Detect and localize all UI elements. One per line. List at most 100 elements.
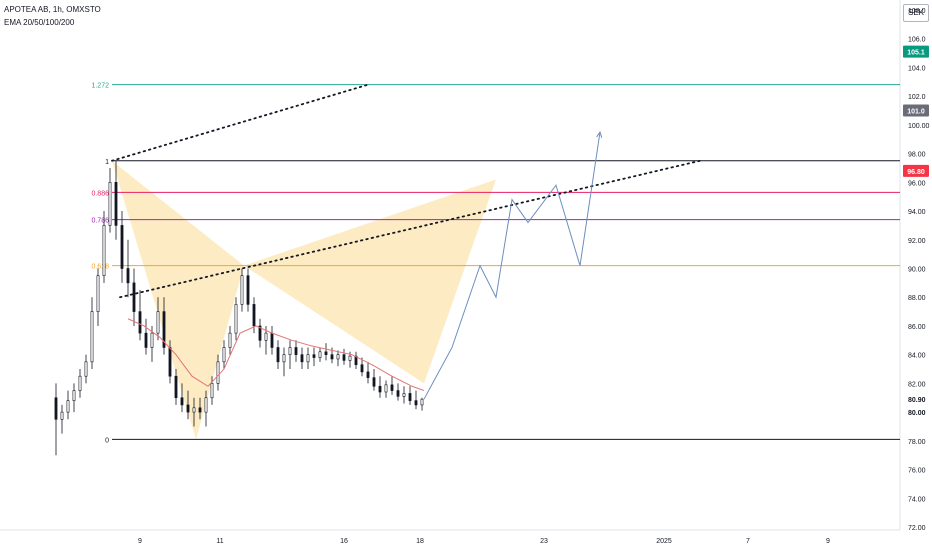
candle xyxy=(102,211,106,283)
fib-level-label: 1 xyxy=(105,159,109,166)
candle-body xyxy=(84,361,88,377)
candle-body xyxy=(300,354,304,363)
candle-body xyxy=(156,311,160,334)
candle-body xyxy=(396,390,400,397)
price-tick-label: 74.00 xyxy=(908,496,926,503)
time-tick-label: 2025 xyxy=(656,538,672,545)
dotted-trendline xyxy=(119,159,701,299)
candle-body xyxy=(330,354,334,360)
candle xyxy=(402,386,406,404)
candle xyxy=(300,347,304,370)
price-tick-label: 90.00 xyxy=(908,267,926,274)
currency-button[interactable]: SEK xyxy=(903,4,929,22)
fib-level-label: 1.272 xyxy=(91,83,109,90)
candle xyxy=(318,347,322,362)
price-tick-label: 94.00 xyxy=(908,209,926,216)
candle xyxy=(96,268,100,326)
candle-body xyxy=(180,397,184,406)
candle xyxy=(84,354,88,384)
candle-body xyxy=(366,371,370,378)
candle xyxy=(258,318,262,348)
candle xyxy=(342,348,346,365)
candle-body xyxy=(192,407,196,413)
candle xyxy=(162,297,166,355)
candle-body xyxy=(258,325,262,341)
candle-body xyxy=(96,275,100,312)
candle xyxy=(324,343,328,361)
candle-body xyxy=(402,393,406,397)
candle-body xyxy=(378,385,382,393)
candle-body xyxy=(120,225,124,269)
projection-arrowhead xyxy=(596,130,603,138)
time-tick-label: 7 xyxy=(746,538,750,545)
candle-body xyxy=(114,182,118,226)
symbol-title: APOTEA AB, 1h, OMXSTO xyxy=(4,5,101,14)
candle-body xyxy=(360,364,364,373)
price-tick-label: 100.00 xyxy=(908,123,930,130)
candle xyxy=(90,297,94,370)
price-tick-label: 108.0 xyxy=(908,8,926,15)
candle xyxy=(204,390,208,427)
indicator-legend: EMA 20/50/100/200 xyxy=(4,18,75,27)
price-tag-box xyxy=(903,407,929,418)
price-tick-label: 76.00 xyxy=(908,468,926,475)
candle-body xyxy=(354,355,358,366)
time-tick-label: 11 xyxy=(216,538,223,545)
candle-body xyxy=(144,332,148,348)
candle-body xyxy=(138,311,142,334)
candle xyxy=(126,239,130,298)
candle xyxy=(66,390,70,420)
candle-body xyxy=(420,398,424,406)
candle-body xyxy=(318,351,322,358)
time-tick-label: 23 xyxy=(540,538,548,545)
time-tick-label: 16 xyxy=(340,538,348,545)
candle-body xyxy=(150,332,154,348)
time-tick-label: 18 xyxy=(416,538,424,545)
candle xyxy=(246,268,250,312)
candle-body xyxy=(234,304,238,334)
candle-body xyxy=(288,347,292,355)
candle-body xyxy=(282,354,286,363)
price-tick-label: 86.00 xyxy=(908,324,926,331)
pattern-triangle-bcd xyxy=(244,179,496,384)
candle-body xyxy=(240,275,244,305)
candle-body xyxy=(252,304,256,327)
candle-body xyxy=(72,390,76,401)
candle xyxy=(420,397,424,411)
candle-body xyxy=(222,347,226,363)
candle-body xyxy=(186,404,190,413)
candle-body xyxy=(198,407,202,413)
candle-body xyxy=(54,397,58,420)
candle xyxy=(240,268,244,312)
price-tick-label: 96.00 xyxy=(908,180,926,187)
candle xyxy=(228,325,232,355)
candle-body xyxy=(276,347,280,363)
time-tick-label: 9 xyxy=(138,538,142,545)
candle xyxy=(60,404,64,434)
candle-body xyxy=(228,332,232,348)
candle xyxy=(114,160,118,240)
candle xyxy=(72,383,76,413)
candle-body xyxy=(246,275,250,305)
candle xyxy=(396,383,400,401)
price-tag-label: 105.1 xyxy=(907,50,925,57)
candle-body xyxy=(204,397,208,413)
candle xyxy=(270,325,274,355)
price-tag-box xyxy=(903,45,929,58)
candle-body xyxy=(384,384,388,393)
candle-body xyxy=(306,354,310,363)
candle xyxy=(234,297,238,341)
candle-body xyxy=(210,383,214,399)
candle-body xyxy=(168,347,172,377)
candle xyxy=(360,357,364,377)
candle xyxy=(186,390,190,420)
candle xyxy=(54,383,58,456)
candle-body xyxy=(342,354,346,361)
candle xyxy=(390,376,394,395)
candle xyxy=(372,369,376,391)
candle-body xyxy=(108,182,112,226)
price-tag-label: 96.80 xyxy=(907,169,925,176)
price-tag-label: 80.90 xyxy=(908,397,926,404)
candle xyxy=(180,383,184,413)
